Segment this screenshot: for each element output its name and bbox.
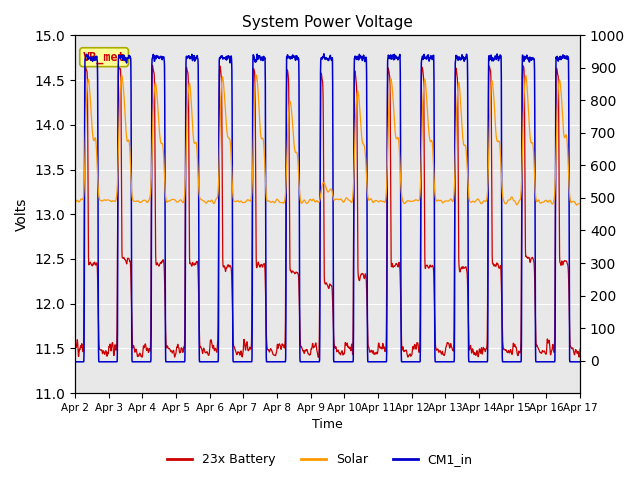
Legend: 23x Battery, Solar, CM1_in: 23x Battery, Solar, CM1_in xyxy=(163,448,477,471)
Text: VR_met: VR_met xyxy=(83,51,125,64)
Title: System Power Voltage: System Power Voltage xyxy=(242,15,413,30)
Y-axis label: Volts: Volts xyxy=(15,198,29,231)
X-axis label: Time: Time xyxy=(312,419,343,432)
